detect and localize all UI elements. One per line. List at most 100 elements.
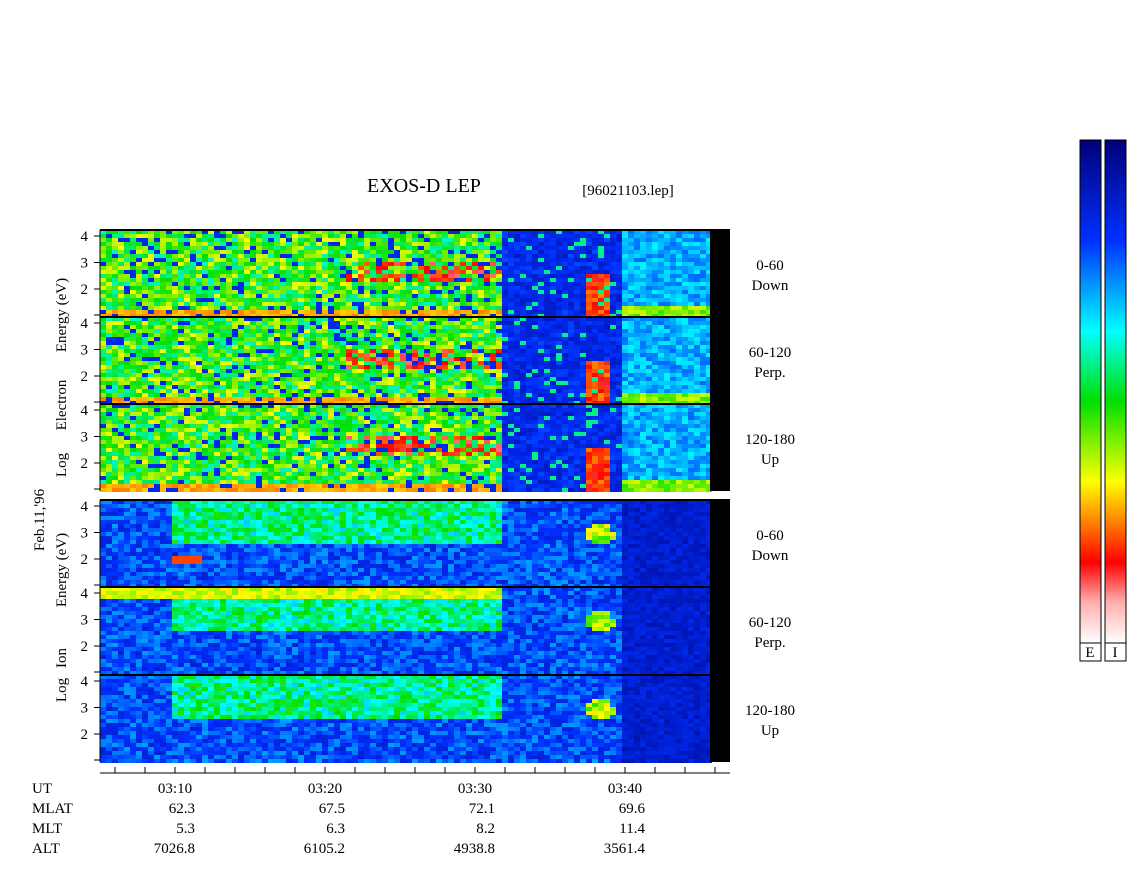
spectrogram-cell bbox=[166, 393, 172, 397]
spectrogram-cell bbox=[388, 250, 394, 254]
spectrogram-cell bbox=[130, 262, 136, 266]
spectrogram-cell bbox=[118, 298, 124, 302]
spectrogram-cell bbox=[610, 306, 616, 310]
spectrogram-cell bbox=[436, 246, 442, 250]
spectrogram-cell bbox=[424, 381, 430, 385]
spectrogram-cell bbox=[520, 286, 526, 290]
spectrogram-cell bbox=[430, 381, 436, 385]
spectrogram-cell bbox=[172, 385, 178, 389]
spectrogram-cell bbox=[556, 250, 562, 254]
spectrogram-cell bbox=[226, 440, 232, 444]
spectrogram-cell bbox=[358, 298, 364, 302]
spectrogram-cell bbox=[466, 238, 472, 242]
spectrogram-cell bbox=[148, 310, 154, 314]
spectrogram-cell bbox=[124, 385, 130, 389]
spectrogram-cell bbox=[214, 420, 220, 424]
spectrogram-cell bbox=[370, 234, 376, 238]
spectrogram-cell bbox=[208, 230, 214, 234]
spectrogram-cell bbox=[112, 412, 118, 416]
spectrogram-cell bbox=[136, 234, 142, 238]
spectrogram-cell bbox=[604, 282, 610, 286]
spectrogram-cell bbox=[460, 341, 466, 345]
spectrogram-cell bbox=[370, 385, 376, 389]
spectrogram-cell bbox=[172, 436, 178, 440]
spectrogram-cell bbox=[178, 286, 184, 290]
spectrogram-cell bbox=[298, 246, 304, 250]
spectrogram-cell bbox=[436, 234, 442, 238]
spectrogram-cell bbox=[148, 337, 154, 341]
spectrogram-cell bbox=[436, 274, 442, 278]
spectrogram-cell bbox=[136, 294, 142, 298]
spectrogram-cell bbox=[256, 381, 262, 385]
spectrogram-cell bbox=[550, 306, 556, 310]
spectrogram-cell bbox=[220, 432, 226, 436]
spectrogram-cell bbox=[148, 468, 154, 472]
spectrogram-cell bbox=[520, 337, 526, 341]
spectrogram-cell bbox=[598, 258, 604, 262]
spectrogram-cell bbox=[178, 476, 184, 480]
spectrogram-cell bbox=[616, 333, 622, 337]
spectrogram-cell bbox=[154, 480, 160, 484]
spectrogram-cell bbox=[478, 317, 484, 321]
spectrogram-cell bbox=[316, 298, 322, 302]
spectrogram-cell bbox=[394, 242, 400, 246]
spectrogram-cell bbox=[220, 412, 226, 416]
spectrogram-cell bbox=[322, 369, 328, 373]
spectrogram-cell bbox=[454, 282, 460, 286]
spectrogram-cell bbox=[556, 270, 562, 274]
spectrogram-cell bbox=[454, 361, 460, 365]
spectrogram-cell bbox=[502, 238, 508, 242]
spectrogram-cell bbox=[568, 369, 574, 373]
spectrogram-cell bbox=[190, 440, 196, 444]
spectrogram-cell bbox=[400, 345, 406, 349]
spectrogram-cell bbox=[358, 306, 364, 310]
spectrogram-cell bbox=[442, 329, 448, 333]
spectrogram-cell bbox=[664, 337, 670, 341]
spectrogram-cell bbox=[118, 436, 124, 440]
spectrogram-cell bbox=[574, 345, 580, 349]
spectrogram-cell bbox=[532, 298, 538, 302]
spectrogram-cell bbox=[538, 294, 544, 298]
spectrogram-cell bbox=[610, 242, 616, 246]
spectrogram-cell bbox=[592, 250, 598, 254]
spectrogram-cell bbox=[238, 325, 244, 329]
spectrogram-cell bbox=[130, 416, 136, 420]
spectrogram-cell bbox=[520, 333, 526, 337]
spectrogram-cell bbox=[196, 266, 202, 270]
spectrogram-cell bbox=[124, 302, 130, 306]
spectrogram-cell bbox=[124, 246, 130, 250]
spectrogram-cell bbox=[562, 254, 568, 258]
spectrogram-cell bbox=[418, 329, 424, 333]
spectrogram-cell bbox=[316, 250, 322, 254]
spectrogram-cell bbox=[472, 333, 478, 337]
spectrogram-cell bbox=[508, 337, 514, 341]
spectrogram-cell bbox=[232, 420, 238, 424]
spectrogram-cell bbox=[316, 385, 322, 389]
spectrogram-cell bbox=[514, 246, 520, 250]
spectrogram-cell bbox=[580, 365, 586, 369]
spectrogram-cell bbox=[628, 250, 634, 254]
spectrogram-cell bbox=[226, 452, 232, 456]
spectrogram-cell bbox=[190, 420, 196, 424]
spectrogram-cell bbox=[148, 302, 154, 306]
spectrogram-cell bbox=[592, 381, 598, 385]
spectrogram-cell bbox=[238, 302, 244, 306]
spectrogram-cell bbox=[664, 278, 670, 282]
spectrogram-cell bbox=[190, 448, 196, 452]
spectrogram-cell bbox=[502, 266, 508, 270]
spectrogram-cell bbox=[358, 357, 364, 361]
spectrogram-cell bbox=[346, 337, 352, 341]
spectrogram-cell bbox=[136, 397, 142, 401]
spectrogram-cell bbox=[406, 333, 412, 337]
spectrogram-cell bbox=[196, 230, 202, 234]
spectrogram-cell bbox=[586, 302, 592, 306]
spectrogram-cell bbox=[178, 424, 184, 428]
spectrogram-cell bbox=[706, 385, 712, 389]
spectrogram-cell bbox=[652, 373, 658, 377]
spectrogram-cell bbox=[148, 254, 154, 258]
spectrogram-cell bbox=[160, 258, 166, 262]
spectrogram-cell bbox=[214, 436, 220, 440]
spectrogram-cell bbox=[460, 230, 466, 234]
spectrogram-cell bbox=[352, 389, 358, 393]
spectrogram-cell bbox=[670, 282, 676, 286]
